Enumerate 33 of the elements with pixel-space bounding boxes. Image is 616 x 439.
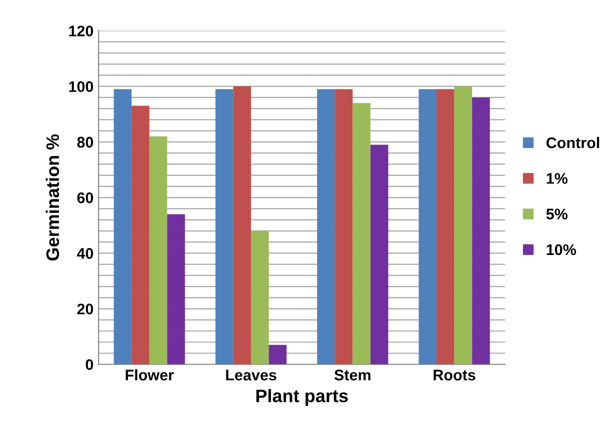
bar bbox=[370, 144, 388, 364]
y-tick-label: 120 bbox=[69, 26, 94, 36]
bar bbox=[418, 89, 437, 364]
bar bbox=[317, 89, 335, 364]
bar bbox=[251, 230, 269, 364]
bar bbox=[167, 214, 185, 364]
bar bbox=[114, 89, 132, 364]
x-tick-label: Stem bbox=[334, 370, 370, 380]
y-tick-label: 60 bbox=[77, 192, 94, 204]
y-tick-label: 80 bbox=[77, 136, 94, 148]
legend-label: Control bbox=[546, 136, 600, 148]
bar bbox=[132, 106, 150, 364]
y-tick-label: 40 bbox=[76, 248, 94, 259]
y-tick-label: 0 bbox=[86, 359, 94, 370]
legend-label: 5% bbox=[546, 208, 568, 220]
bar bbox=[334, 89, 353, 364]
x-tick-label: Roots bbox=[434, 370, 476, 380]
bar bbox=[436, 89, 454, 364]
bar bbox=[472, 97, 490, 364]
bar bbox=[352, 103, 370, 364]
bar bbox=[233, 86, 252, 364]
legend-label: 10% bbox=[546, 244, 576, 256]
legend-label: 1% bbox=[546, 173, 568, 184]
bar bbox=[268, 344, 287, 364]
bar bbox=[149, 136, 168, 364]
y-axis-title: Germination % bbox=[46, 134, 60, 261]
y-tick-label: 100 bbox=[69, 81, 94, 92]
y-tick-label: 20 bbox=[77, 304, 94, 314]
bar bbox=[454, 86, 472, 364]
x-tick-label: Leaves bbox=[226, 370, 276, 380]
x-axis-title: Plant parts bbox=[256, 389, 348, 406]
bar bbox=[215, 89, 234, 364]
x-tick-label: Flower bbox=[126, 369, 174, 380]
